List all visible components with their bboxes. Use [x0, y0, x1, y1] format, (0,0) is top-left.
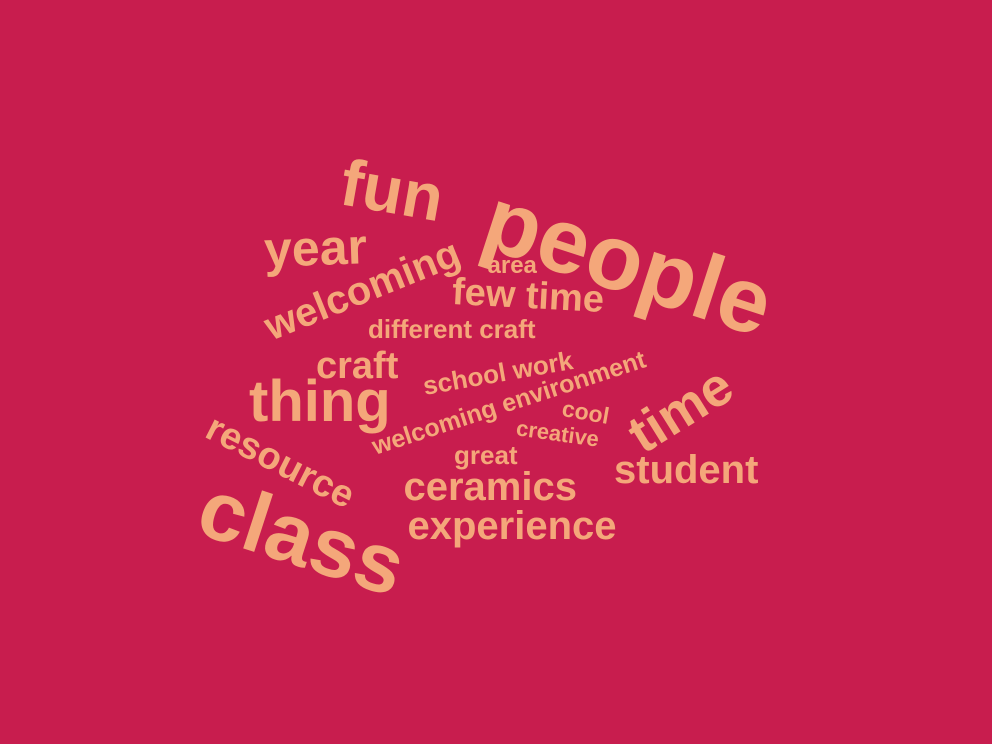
word-area: area: [487, 252, 537, 279]
word-ceramics: ceramics: [403, 465, 577, 509]
word-few-time: few time: [451, 271, 606, 321]
word-craft: craft: [316, 345, 399, 387]
word-thing: thing: [249, 369, 391, 434]
word-year: year: [262, 218, 368, 278]
word-student: student: [614, 448, 759, 492]
word-different-craft: different craft: [368, 314, 536, 344]
word-great: great: [454, 440, 518, 470]
word-experience: experience: [407, 504, 617, 548]
